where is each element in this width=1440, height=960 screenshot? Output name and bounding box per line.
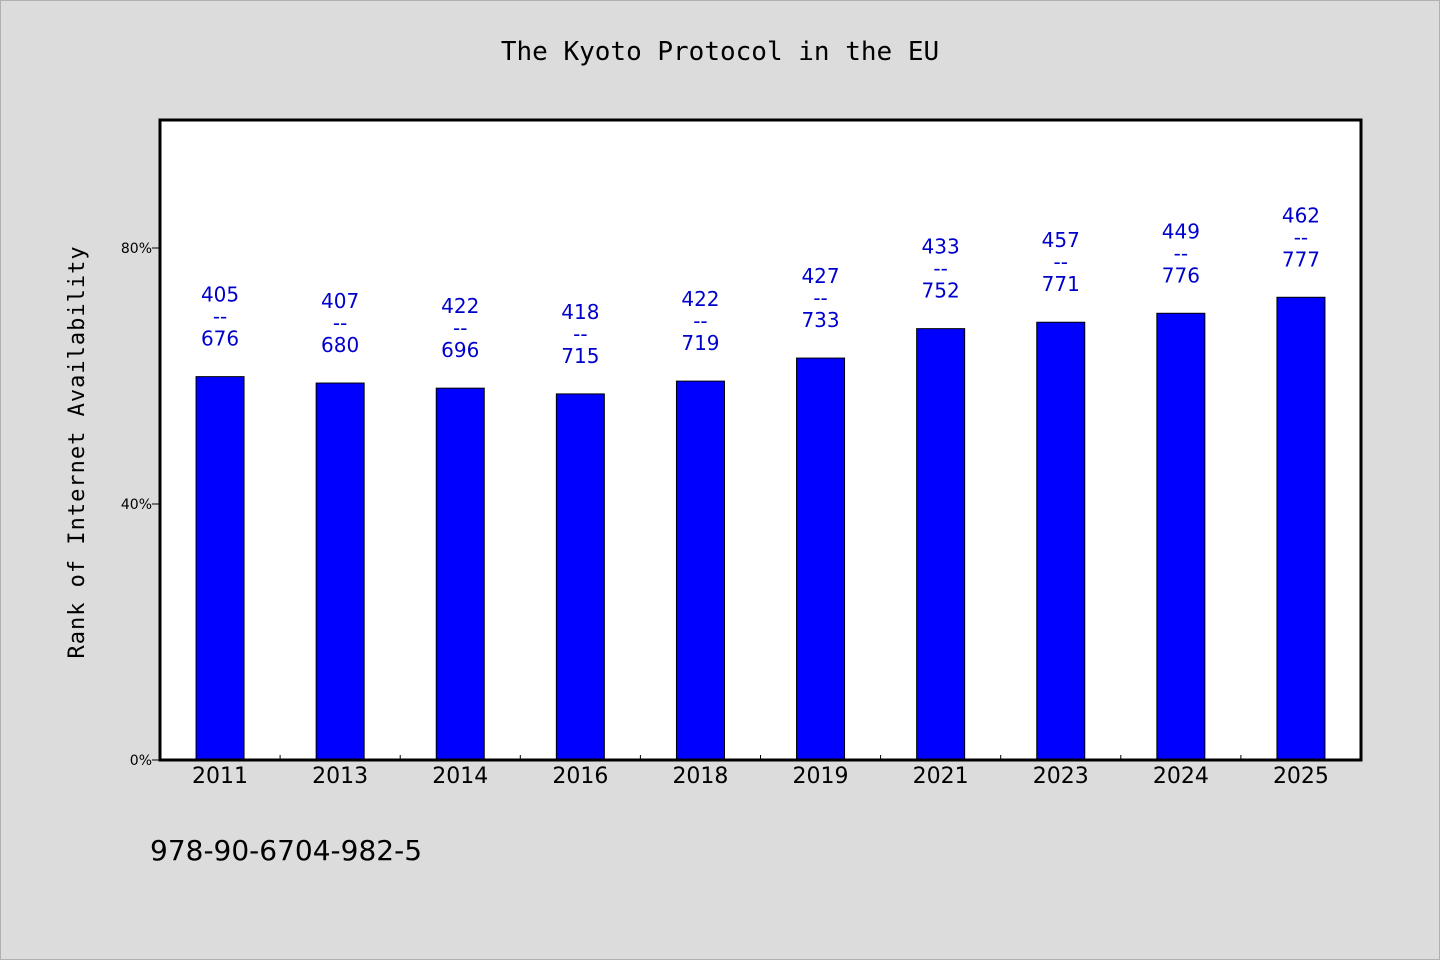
data-label-2013-bottom: 680 bbox=[321, 333, 359, 357]
x-tick-label-2011: 2011 bbox=[192, 764, 248, 789]
data-label-2013-sep: -- bbox=[333, 311, 347, 335]
data-label-2024-bottom: 776 bbox=[1162, 263, 1200, 287]
x-tick-label-2014: 2014 bbox=[432, 764, 488, 789]
axes-layer: 2011 2013 2014 2016 2018 2019 2021 2023 2024 2025… bbox=[121, 241, 1329, 789]
data-label-2018-sep: -- bbox=[693, 309, 707, 333]
footnote-isbn: 978-90-6704-982-5 bbox=[150, 834, 423, 867]
data-label-2014-bottom: 696 bbox=[441, 338, 479, 362]
data-label-2013-top: 407 bbox=[321, 289, 359, 313]
data-label-2016-top: 418 bbox=[561, 300, 599, 324]
data-label-2011-top: 405 bbox=[201, 283, 239, 307]
x-tick-label-2025: 2025 bbox=[1273, 764, 1329, 789]
data-label-2019-sep: -- bbox=[813, 286, 827, 310]
data-label-2011-sep: -- bbox=[213, 305, 227, 329]
bar-2018 bbox=[675, 380, 725, 761]
bar-2014 bbox=[435, 387, 485, 761]
bar-2023 bbox=[1036, 321, 1086, 761]
x-tick-label-2013: 2013 bbox=[312, 764, 368, 789]
bar-2013 bbox=[315, 382, 365, 761]
data-label-2016-sep: -- bbox=[573, 322, 587, 346]
plot-frame bbox=[158, 118, 1363, 762]
bars-layer bbox=[195, 296, 1326, 761]
bar-2024 bbox=[1156, 312, 1206, 761]
bar-2019 bbox=[796, 357, 846, 761]
data-label-2025-top: 462 bbox=[1282, 203, 1320, 227]
data-label-2014-top: 422 bbox=[441, 294, 479, 318]
data-label-2025-sep: -- bbox=[1294, 225, 1308, 249]
data-label-2021-top: 433 bbox=[922, 235, 960, 259]
bar-2016 bbox=[555, 393, 605, 761]
x-tick-label-2019: 2019 bbox=[793, 764, 849, 789]
y-tick-label-80: 80% bbox=[121, 241, 152, 257]
x-tick-label-2018: 2018 bbox=[672, 764, 728, 789]
y-tick-label-40: 40% bbox=[121, 497, 152, 513]
data-labels-layer: 405--676407--680422--696418--715422--719… bbox=[201, 203, 1320, 368]
data-label-2021-bottom: 752 bbox=[922, 279, 960, 303]
data-label-2025-bottom: 777 bbox=[1282, 247, 1320, 271]
y-tick-label-0: 0% bbox=[130, 753, 152, 769]
data-label-2023-bottom: 771 bbox=[1042, 272, 1080, 296]
data-label-2019-bottom: 733 bbox=[801, 308, 839, 332]
data-label-2023-sep: -- bbox=[1054, 250, 1068, 274]
data-label-2024-sep: -- bbox=[1174, 241, 1188, 265]
x-tick-label-2024: 2024 bbox=[1153, 764, 1209, 789]
data-label-2016-bottom: 715 bbox=[561, 344, 599, 368]
data-label-2011-bottom: 676 bbox=[201, 327, 239, 351]
data-label-2023-top: 457 bbox=[1042, 228, 1080, 252]
chart-title: The Kyoto Protocol in the EU bbox=[501, 37, 939, 67]
y-axis-label: Rank of Internet Availability bbox=[65, 245, 90, 658]
bar-2021 bbox=[916, 328, 966, 761]
bar-2011 bbox=[195, 376, 245, 761]
x-tick-label-2023: 2023 bbox=[1033, 764, 1089, 789]
data-label-2014-sep: -- bbox=[453, 316, 467, 340]
bar-2025 bbox=[1276, 296, 1326, 761]
data-label-2019-top: 427 bbox=[801, 264, 839, 288]
data-label-2018-bottom: 719 bbox=[681, 331, 719, 355]
x-tick-label-2021: 2021 bbox=[913, 764, 969, 789]
data-label-2021-sep: -- bbox=[933, 257, 947, 281]
data-label-2024-top: 449 bbox=[1162, 219, 1200, 243]
x-tick-label-2016: 2016 bbox=[552, 764, 608, 789]
data-label-2018-top: 422 bbox=[681, 287, 719, 311]
